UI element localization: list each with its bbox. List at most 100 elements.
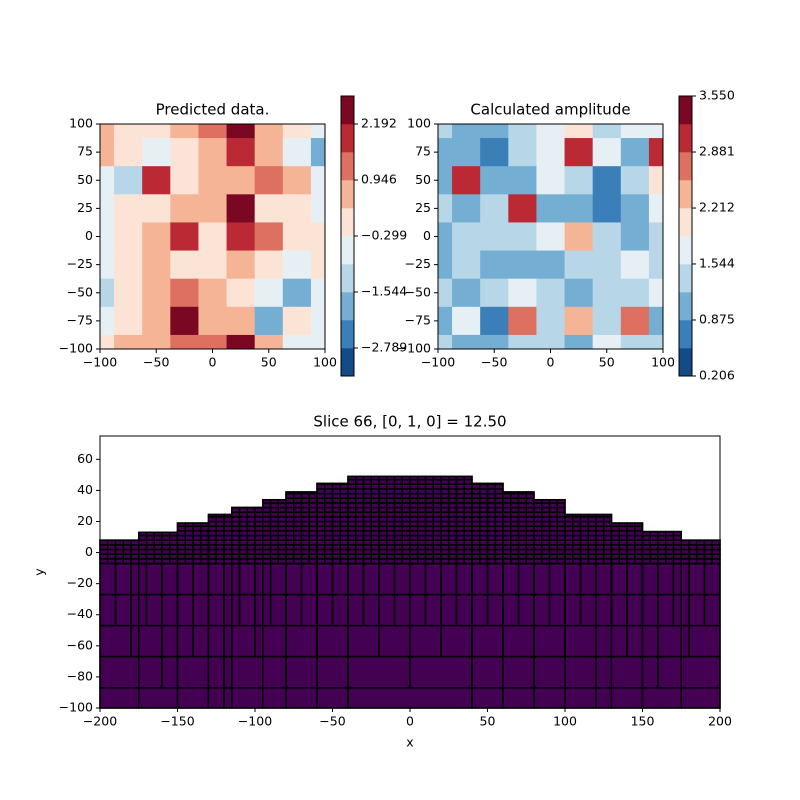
contour-cell bbox=[564, 194, 594, 223]
contour-cell bbox=[536, 334, 566, 349]
contour-cell bbox=[438, 194, 453, 223]
contour-cell bbox=[198, 278, 228, 308]
contour-cell bbox=[254, 138, 284, 167]
colorbar-band bbox=[679, 208, 692, 237]
contour-cell bbox=[452, 222, 481, 252]
contour-cell bbox=[438, 124, 453, 139]
contour-cell bbox=[564, 138, 594, 167]
y-tick-label: −100 bbox=[59, 700, 93, 715]
y-tick-label: 60 bbox=[77, 451, 93, 466]
contour-cell bbox=[508, 222, 537, 252]
colorbar-band bbox=[341, 236, 354, 265]
contour-cell bbox=[480, 250, 509, 280]
contour-cell bbox=[508, 250, 537, 280]
y-tick-label: 25 bbox=[415, 200, 431, 215]
contour-cell bbox=[254, 306, 284, 336]
contour-cell bbox=[536, 222, 566, 252]
colorbar-tick-label: −2.789 bbox=[361, 339, 407, 354]
colorbar-band bbox=[679, 320, 692, 349]
contour-cell bbox=[536, 138, 566, 167]
y-tick-label: −25 bbox=[67, 256, 93, 271]
colorbar-band bbox=[341, 124, 354, 153]
x-tick-label: 50 bbox=[261, 355, 277, 370]
contour-cell bbox=[100, 250, 115, 280]
contour-cell bbox=[480, 278, 509, 308]
contour-cell bbox=[508, 278, 537, 308]
contour-cell bbox=[564, 222, 594, 252]
contour-cell bbox=[100, 306, 115, 336]
contour-cell bbox=[438, 250, 453, 280]
contour-cell bbox=[620, 222, 650, 252]
contour-cell bbox=[114, 250, 143, 280]
contour-cell bbox=[226, 124, 256, 139]
y-tick-label: −20 bbox=[67, 575, 93, 590]
mesh-cell bbox=[316, 482, 326, 485]
contour-cell bbox=[564, 250, 594, 280]
contour-cell bbox=[170, 222, 199, 252]
contour-cell bbox=[142, 124, 171, 139]
contour-cell bbox=[438, 278, 453, 308]
y-tick-label: 40 bbox=[77, 482, 93, 497]
contour-cell bbox=[170, 138, 199, 167]
contour-cell bbox=[282, 194, 312, 223]
colorbar-tick-label: 2.881 bbox=[699, 144, 735, 159]
y-tick-label: −50 bbox=[405, 284, 431, 299]
x-tick-label: 100 bbox=[313, 355, 337, 370]
contour-cell bbox=[226, 278, 256, 308]
contour-cell bbox=[170, 250, 199, 280]
y-axis-label: y bbox=[32, 568, 47, 576]
contour-cell bbox=[536, 278, 566, 308]
contour-cell bbox=[254, 334, 284, 349]
contour-cell bbox=[226, 166, 256, 195]
y-tick-label: −75 bbox=[67, 312, 93, 327]
colorbar-band bbox=[679, 264, 692, 293]
contour-cell bbox=[438, 222, 453, 252]
contour-cell bbox=[142, 250, 171, 280]
contour-cell bbox=[114, 334, 143, 349]
contour-cell bbox=[452, 278, 481, 308]
contour-cell bbox=[592, 334, 622, 349]
contour-cell bbox=[142, 306, 171, 336]
colorbar-band bbox=[679, 292, 692, 321]
contour-cell bbox=[282, 124, 312, 139]
contour-cell bbox=[170, 166, 199, 195]
y-tick-label: 75 bbox=[77, 144, 93, 159]
x-tick-label: 100 bbox=[553, 714, 577, 729]
contour-cell bbox=[226, 222, 256, 252]
contour-cell bbox=[592, 138, 622, 167]
contour-cell bbox=[114, 222, 143, 252]
contour-cell bbox=[536, 250, 566, 280]
contour-cell bbox=[226, 194, 256, 223]
colorbar-tick-label: 0.946 bbox=[361, 172, 397, 187]
x-tick-label: 0 bbox=[406, 714, 414, 729]
mesh-cell bbox=[324, 482, 334, 485]
mesh-cell bbox=[525, 491, 535, 495]
colorbar-tick-label: 2.212 bbox=[699, 200, 735, 215]
contour-cell bbox=[438, 166, 453, 195]
y-tick-label: −50 bbox=[67, 284, 93, 299]
contour-cell bbox=[480, 124, 509, 139]
contour-cell bbox=[508, 334, 537, 349]
mesh-cell bbox=[672, 530, 682, 537]
contour-cell bbox=[100, 166, 115, 195]
colorbar-tick-label: −1.544 bbox=[361, 284, 407, 299]
x-tick-label: −200 bbox=[83, 714, 117, 729]
contour-cell bbox=[114, 124, 143, 139]
contour-cell bbox=[198, 124, 228, 139]
contour-cell bbox=[170, 306, 199, 336]
contour-cell bbox=[648, 138, 663, 167]
y-tick-label: 20 bbox=[77, 513, 93, 528]
x-tick-label: −50 bbox=[319, 714, 345, 729]
contour-cell bbox=[254, 222, 284, 252]
chart-title: Predicted data. bbox=[156, 101, 270, 119]
contour-cell bbox=[452, 124, 481, 139]
chart-title: Slice 66, [0, 1, 0] = 12.50 bbox=[313, 413, 506, 431]
contour-cell bbox=[536, 194, 566, 223]
contour-cell bbox=[310, 250, 325, 280]
x-tick-label: 200 bbox=[708, 714, 732, 729]
contour-cell bbox=[310, 166, 325, 195]
contour-cell bbox=[648, 306, 663, 336]
contour-cell bbox=[170, 278, 199, 308]
y-tick-label: 100 bbox=[69, 116, 93, 131]
contour-cell bbox=[620, 124, 650, 139]
